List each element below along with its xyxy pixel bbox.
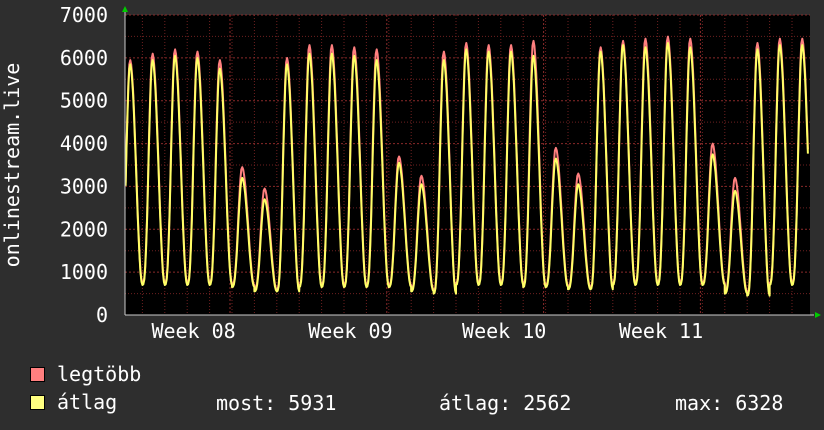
x-tick-label: Week 08 [151,319,235,343]
y-tick-label: 2000 [60,217,108,241]
x-tick-label: Week 11 [619,319,703,343]
y-tick-label: 5000 [60,89,108,113]
legend-swatch-avg [30,394,45,410]
x-tick-labels: Week 08 Week 09 Week 10 Week 11 [151,319,703,343]
y-axis-arrow [122,6,128,12]
y-tick-label: 0 [96,303,108,327]
y-tick-label: 4000 [60,132,108,156]
legend-item-max: legtöbb [30,362,141,386]
stat-average: átlag: 2562 [439,391,572,415]
y-tick-label: 7000 [60,3,108,27]
legend-label-max: legtöbb [57,362,142,386]
legend-swatch-max [30,366,45,382]
stat-current: most: 5931 [216,391,337,415]
legend-item-avg: átlag [30,390,117,414]
stat-maximum: max: 6328 [675,391,784,415]
series-line-avg [124,42,809,297]
y-tick-label: 1000 [60,260,108,284]
y-axis-label: onlinestream.live [0,63,24,268]
x-tick-label: Week 09 [308,319,392,343]
series-layer [124,35,809,297]
y-tick-label: 6000 [60,46,108,70]
y-tick-labels: 0 1000 2000 3000 4000 5000 6000 7000 [60,3,108,327]
y-tick-label: 3000 [60,174,108,198]
legend-label-avg: átlag [57,390,118,414]
x-tick-label: Week 10 [462,319,546,343]
x-axis-arrow [815,312,821,318]
axes-layer [122,6,821,318]
